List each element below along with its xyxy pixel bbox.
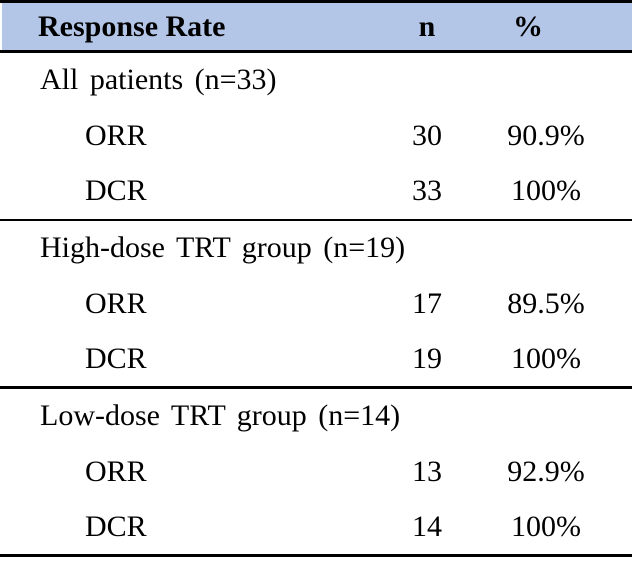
section-all-patients: All patients (n=33) ORR 30 90.9% DCR 33 …: [0, 52, 632, 221]
section-title-row: Low-dose TRT group (n=14): [0, 388, 632, 444]
row-spacer: [621, 163, 632, 221]
section-title-row: High-dose TRT group (n=19): [0, 220, 632, 276]
section-high-dose: High-dose TRT group (n=19) ORR 17 89.5% …: [0, 220, 632, 389]
row-spacer: [621, 276, 632, 332]
row-n-value: 14: [383, 499, 471, 557]
table-row: DCR 33 100%: [0, 163, 632, 221]
row-label: DCR: [0, 163, 383, 221]
row-n-value: 17: [412, 286, 442, 320]
row-label: ORR: [85, 286, 147, 320]
header-cell-response-rate: Response Rate: [0, 0, 383, 53]
row-n-value: 13: [412, 454, 442, 488]
row-n-value: 30: [412, 118, 442, 152]
section-low-dose: Low-dose TRT group (n=14) ORR 13 92.9% D…: [0, 388, 632, 557]
header-cell-n: n: [383, 0, 471, 53]
row-spacer: [621, 108, 632, 164]
row-percent-value: 89.5%: [507, 286, 585, 320]
table-header-row: Response Rate n %: [0, 0, 632, 53]
row-label: DCR: [0, 331, 383, 389]
table-row: ORR 30 90.9%: [0, 108, 632, 164]
section-title-row: All patients (n=33): [0, 52, 632, 108]
section-title: Low-dose TRT group (n=14): [40, 399, 401, 433]
row-label: ORR: [85, 118, 147, 152]
row-label: DCR: [0, 499, 383, 557]
header-cell-percent: %: [471, 0, 621, 53]
row-label: ORR: [85, 454, 147, 488]
section-title: All patients (n=33): [40, 63, 277, 97]
row-percent-value: 90.9%: [507, 118, 585, 152]
header-cell-spacer: [621, 0, 632, 53]
row-spacer: [621, 331, 632, 389]
response-rate-table: Response Rate n % All patients (n=33) OR…: [0, 0, 632, 557]
section-title: High-dose TRT group (n=19): [40, 231, 406, 264]
row-n-value: 19: [383, 331, 471, 389]
row-percent-value: 92.9%: [507, 454, 585, 488]
row-n-value: 33: [383, 163, 471, 221]
table-row: DCR 14 100%: [0, 499, 632, 557]
row-percent-value: 100%: [471, 163, 621, 221]
row-percent-value: 100%: [471, 331, 621, 389]
row-percent-value: 100%: [471, 499, 621, 557]
row-spacer: [621, 499, 632, 557]
table-row: ORR 13 92.9%: [0, 444, 632, 500]
table-row: DCR 19 100%: [0, 331, 632, 389]
row-spacer: [621, 444, 632, 500]
table-row: ORR 17 89.5%: [0, 276, 632, 332]
